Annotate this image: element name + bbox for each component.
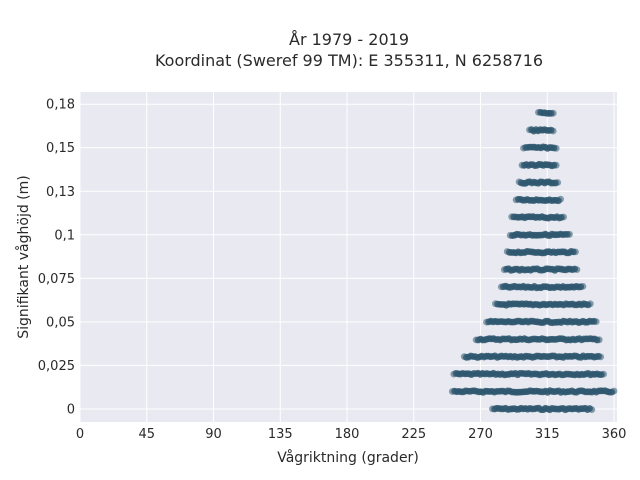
y-tick-label: 0,075 <box>38 272 75 287</box>
scatter-point <box>588 406 596 413</box>
x-tick-labels: 0 45 90 135 180 225 270 315 360 <box>76 427 627 442</box>
scatter-points <box>448 109 618 414</box>
y-tick-label: 0,13 <box>46 185 75 200</box>
chart-title-line1: År 1979 - 2019 <box>289 30 409 49</box>
scatter-point <box>549 127 557 135</box>
y-tick-labels: 0 0,025 0,05 0,075 0,1 0,13 0,15 0,18 <box>38 98 75 418</box>
y-axis-label: Signifikant våghöjd (m) <box>15 175 32 338</box>
y-tick-label: 0,05 <box>46 315 75 330</box>
x-tick-label: 315 <box>535 427 560 442</box>
y-tick-label: 0,1 <box>54 228 75 243</box>
x-tick-label: 135 <box>268 427 293 442</box>
x-tick-label: 90 <box>205 427 222 442</box>
x-tick-label: 45 <box>138 427 155 442</box>
scatter-point <box>597 353 605 361</box>
scatter-point <box>560 213 567 221</box>
scatter-point <box>572 248 579 256</box>
x-tick-label: 180 <box>335 427 360 442</box>
x-tick-label: 0 <box>76 427 84 442</box>
scatter-point <box>600 370 607 378</box>
scatter-point <box>566 230 573 238</box>
scatter-point <box>586 300 594 308</box>
scatter-point <box>595 336 603 344</box>
x-tick-label: 225 <box>401 427 426 442</box>
y-tick-label: 0,15 <box>46 141 75 156</box>
scatter-point <box>610 387 618 395</box>
y-tick-label: 0,18 <box>46 98 75 113</box>
scatter-point <box>554 179 562 186</box>
scatter-point <box>592 318 600 325</box>
scatter-point <box>552 144 560 152</box>
scatter-point <box>579 283 587 290</box>
chart-title-line2: Koordinat (Sweref 99 TM): E 355311, N 62… <box>155 51 543 70</box>
x-tick-label: 270 <box>468 427 493 442</box>
scatter-point <box>552 161 560 169</box>
y-tick-label: 0 <box>67 402 75 417</box>
scatter-point <box>549 109 557 117</box>
scatter-point <box>573 266 581 273</box>
x-axis-label: Vågriktning (grader) <box>277 449 419 466</box>
x-tick-label: 360 <box>602 427 627 442</box>
y-tick-label: 0,025 <box>38 359 75 374</box>
scatter-point <box>557 195 564 203</box>
